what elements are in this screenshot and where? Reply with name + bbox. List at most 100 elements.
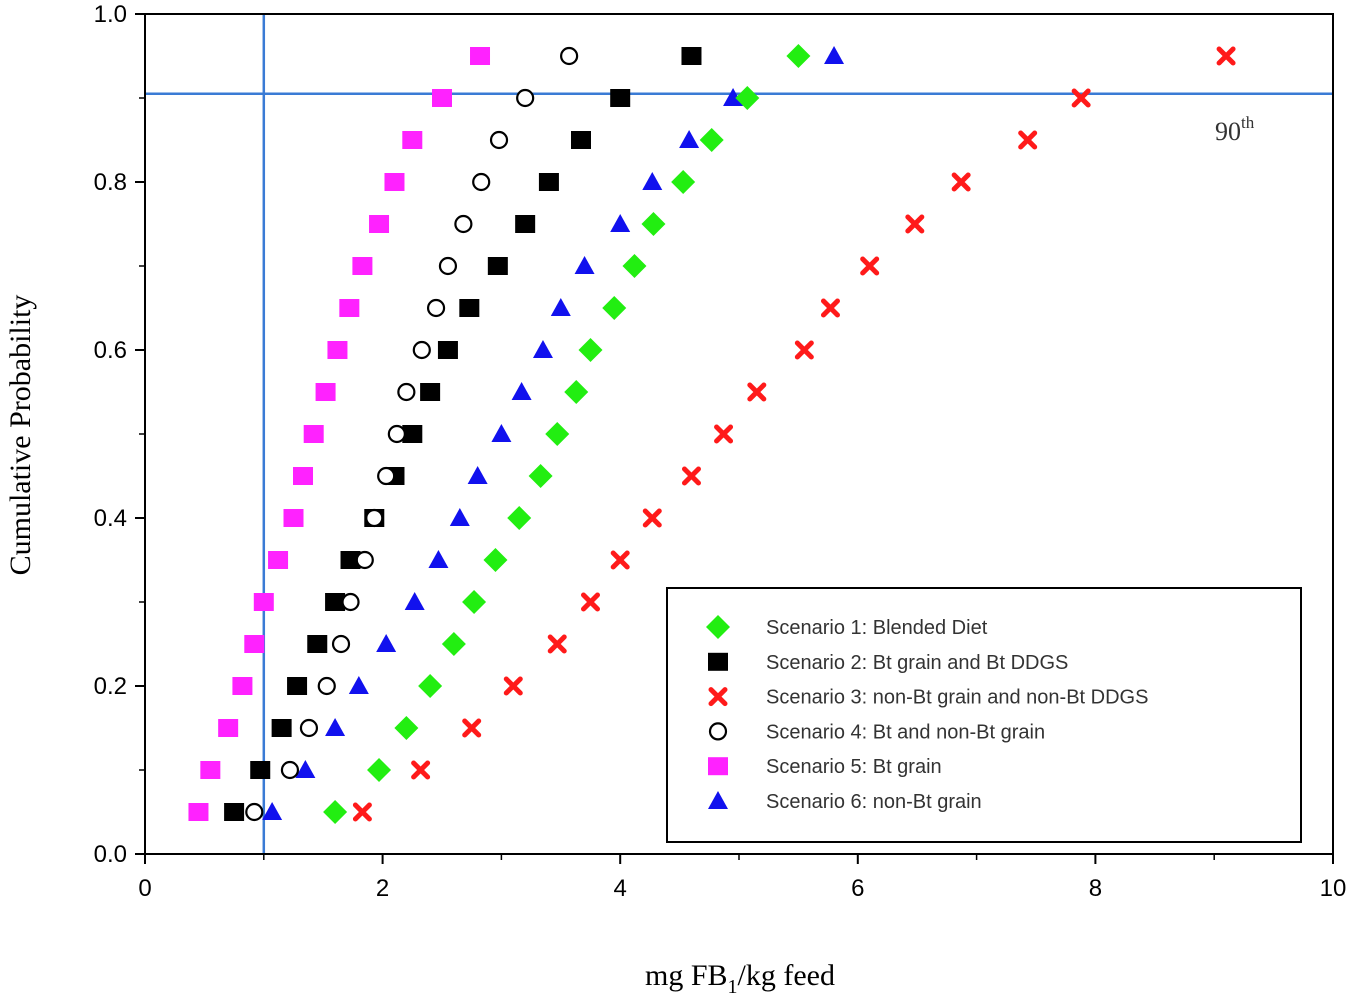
data-point xyxy=(610,550,630,570)
data-point xyxy=(550,298,571,316)
x-tick-label: 10 xyxy=(1320,875,1347,902)
data-point xyxy=(699,128,724,152)
series-5 xyxy=(188,47,491,821)
data-point xyxy=(487,257,508,275)
data-point xyxy=(377,466,396,486)
data-point xyxy=(426,298,446,318)
data-point xyxy=(280,760,300,780)
data-point xyxy=(428,550,449,568)
data-point xyxy=(578,338,603,362)
percentile-label: 90th xyxy=(1215,113,1255,146)
data-point xyxy=(315,383,336,401)
legend: Scenario 1: Blended Diet Scenario 2: Bt g… xyxy=(666,587,1302,843)
data-point xyxy=(794,340,814,360)
data-point xyxy=(532,340,553,358)
data-point xyxy=(1018,130,1038,150)
data-point xyxy=(723,88,744,106)
data-point xyxy=(570,131,591,149)
data-point xyxy=(303,425,324,443)
data-point xyxy=(397,382,416,402)
data-point xyxy=(679,130,700,148)
data-point xyxy=(642,172,663,190)
data-point xyxy=(860,256,880,276)
data-point xyxy=(581,592,600,612)
data-point xyxy=(547,634,567,654)
data-point xyxy=(681,47,702,65)
data-point xyxy=(200,761,221,779)
data-point xyxy=(394,716,419,740)
data-point xyxy=(449,508,470,526)
x-tick-label: 4 xyxy=(614,875,627,902)
percentile-label-suffix: th xyxy=(1241,113,1255,132)
legend-label-1: Scenario 1: Blended Diet xyxy=(766,617,988,639)
data-point xyxy=(317,676,336,696)
data-points xyxy=(188,44,1236,824)
data-point xyxy=(325,718,346,736)
data-point xyxy=(262,802,283,820)
data-point xyxy=(438,256,458,276)
data-point xyxy=(489,130,509,150)
data-point xyxy=(747,382,767,402)
legend-marker-4 xyxy=(708,722,728,741)
data-point xyxy=(384,173,405,191)
legend-label-2: Scenario 2: Bt grain and Bt DDGS xyxy=(766,652,1068,674)
axes: 0 2 4 6 8 10 0.0 0.2 0.4 0.6 0.8 1.0 xyxy=(94,1,1347,902)
legend-marker-3 xyxy=(708,687,728,707)
data-point xyxy=(271,719,292,737)
data-point xyxy=(250,761,271,779)
data-point xyxy=(420,383,441,401)
data-point xyxy=(340,551,361,569)
data-point xyxy=(412,340,431,360)
data-point xyxy=(538,173,559,191)
data-point xyxy=(402,425,423,443)
data-point xyxy=(560,46,579,66)
data-point xyxy=(387,424,406,444)
data-point xyxy=(331,634,351,654)
data-point xyxy=(622,254,647,278)
data-point xyxy=(287,677,308,695)
legend-label-5: Scenario 5: Bt grain xyxy=(766,756,942,778)
data-point xyxy=(786,44,811,68)
percentile-label-value: 90 xyxy=(1215,117,1241,146)
legend-marker-1 xyxy=(706,615,730,639)
data-point xyxy=(610,214,631,232)
data-point xyxy=(641,212,666,236)
legend-marker-5 xyxy=(708,757,728,776)
data-point xyxy=(376,634,397,652)
data-point xyxy=(365,508,384,528)
data-point xyxy=(714,424,734,444)
data-point xyxy=(462,590,487,614)
data-point xyxy=(411,760,431,780)
data-point xyxy=(352,257,373,275)
data-point xyxy=(671,170,696,194)
x-tick-label: 2 xyxy=(376,875,389,902)
data-point xyxy=(820,298,840,318)
series-1 xyxy=(323,44,811,824)
legend-label-3: Scenario 3: non-Bt grain and non-Bt DDGS xyxy=(766,687,1148,709)
data-point xyxy=(905,214,925,234)
data-point xyxy=(232,677,253,695)
data-point xyxy=(283,509,304,527)
data-point xyxy=(339,299,360,317)
data-point xyxy=(348,676,369,694)
x-axis-title-subscript: 1 xyxy=(728,976,738,998)
data-point xyxy=(268,551,289,569)
data-point xyxy=(951,172,971,192)
series-3 xyxy=(352,46,1236,822)
data-point xyxy=(418,674,443,698)
data-point xyxy=(244,635,265,653)
data-point xyxy=(564,380,589,404)
x-tick-label: 0 xyxy=(138,875,151,902)
data-point xyxy=(610,89,631,107)
data-point xyxy=(224,803,245,821)
data-point xyxy=(367,758,392,782)
data-point xyxy=(355,550,374,570)
data-point xyxy=(511,382,532,400)
y-tick-label: 0.4 xyxy=(94,505,127,532)
data-point xyxy=(515,215,536,233)
data-point xyxy=(574,256,595,274)
data-point xyxy=(824,46,845,64)
data-point xyxy=(327,341,348,359)
data-point xyxy=(681,466,701,486)
